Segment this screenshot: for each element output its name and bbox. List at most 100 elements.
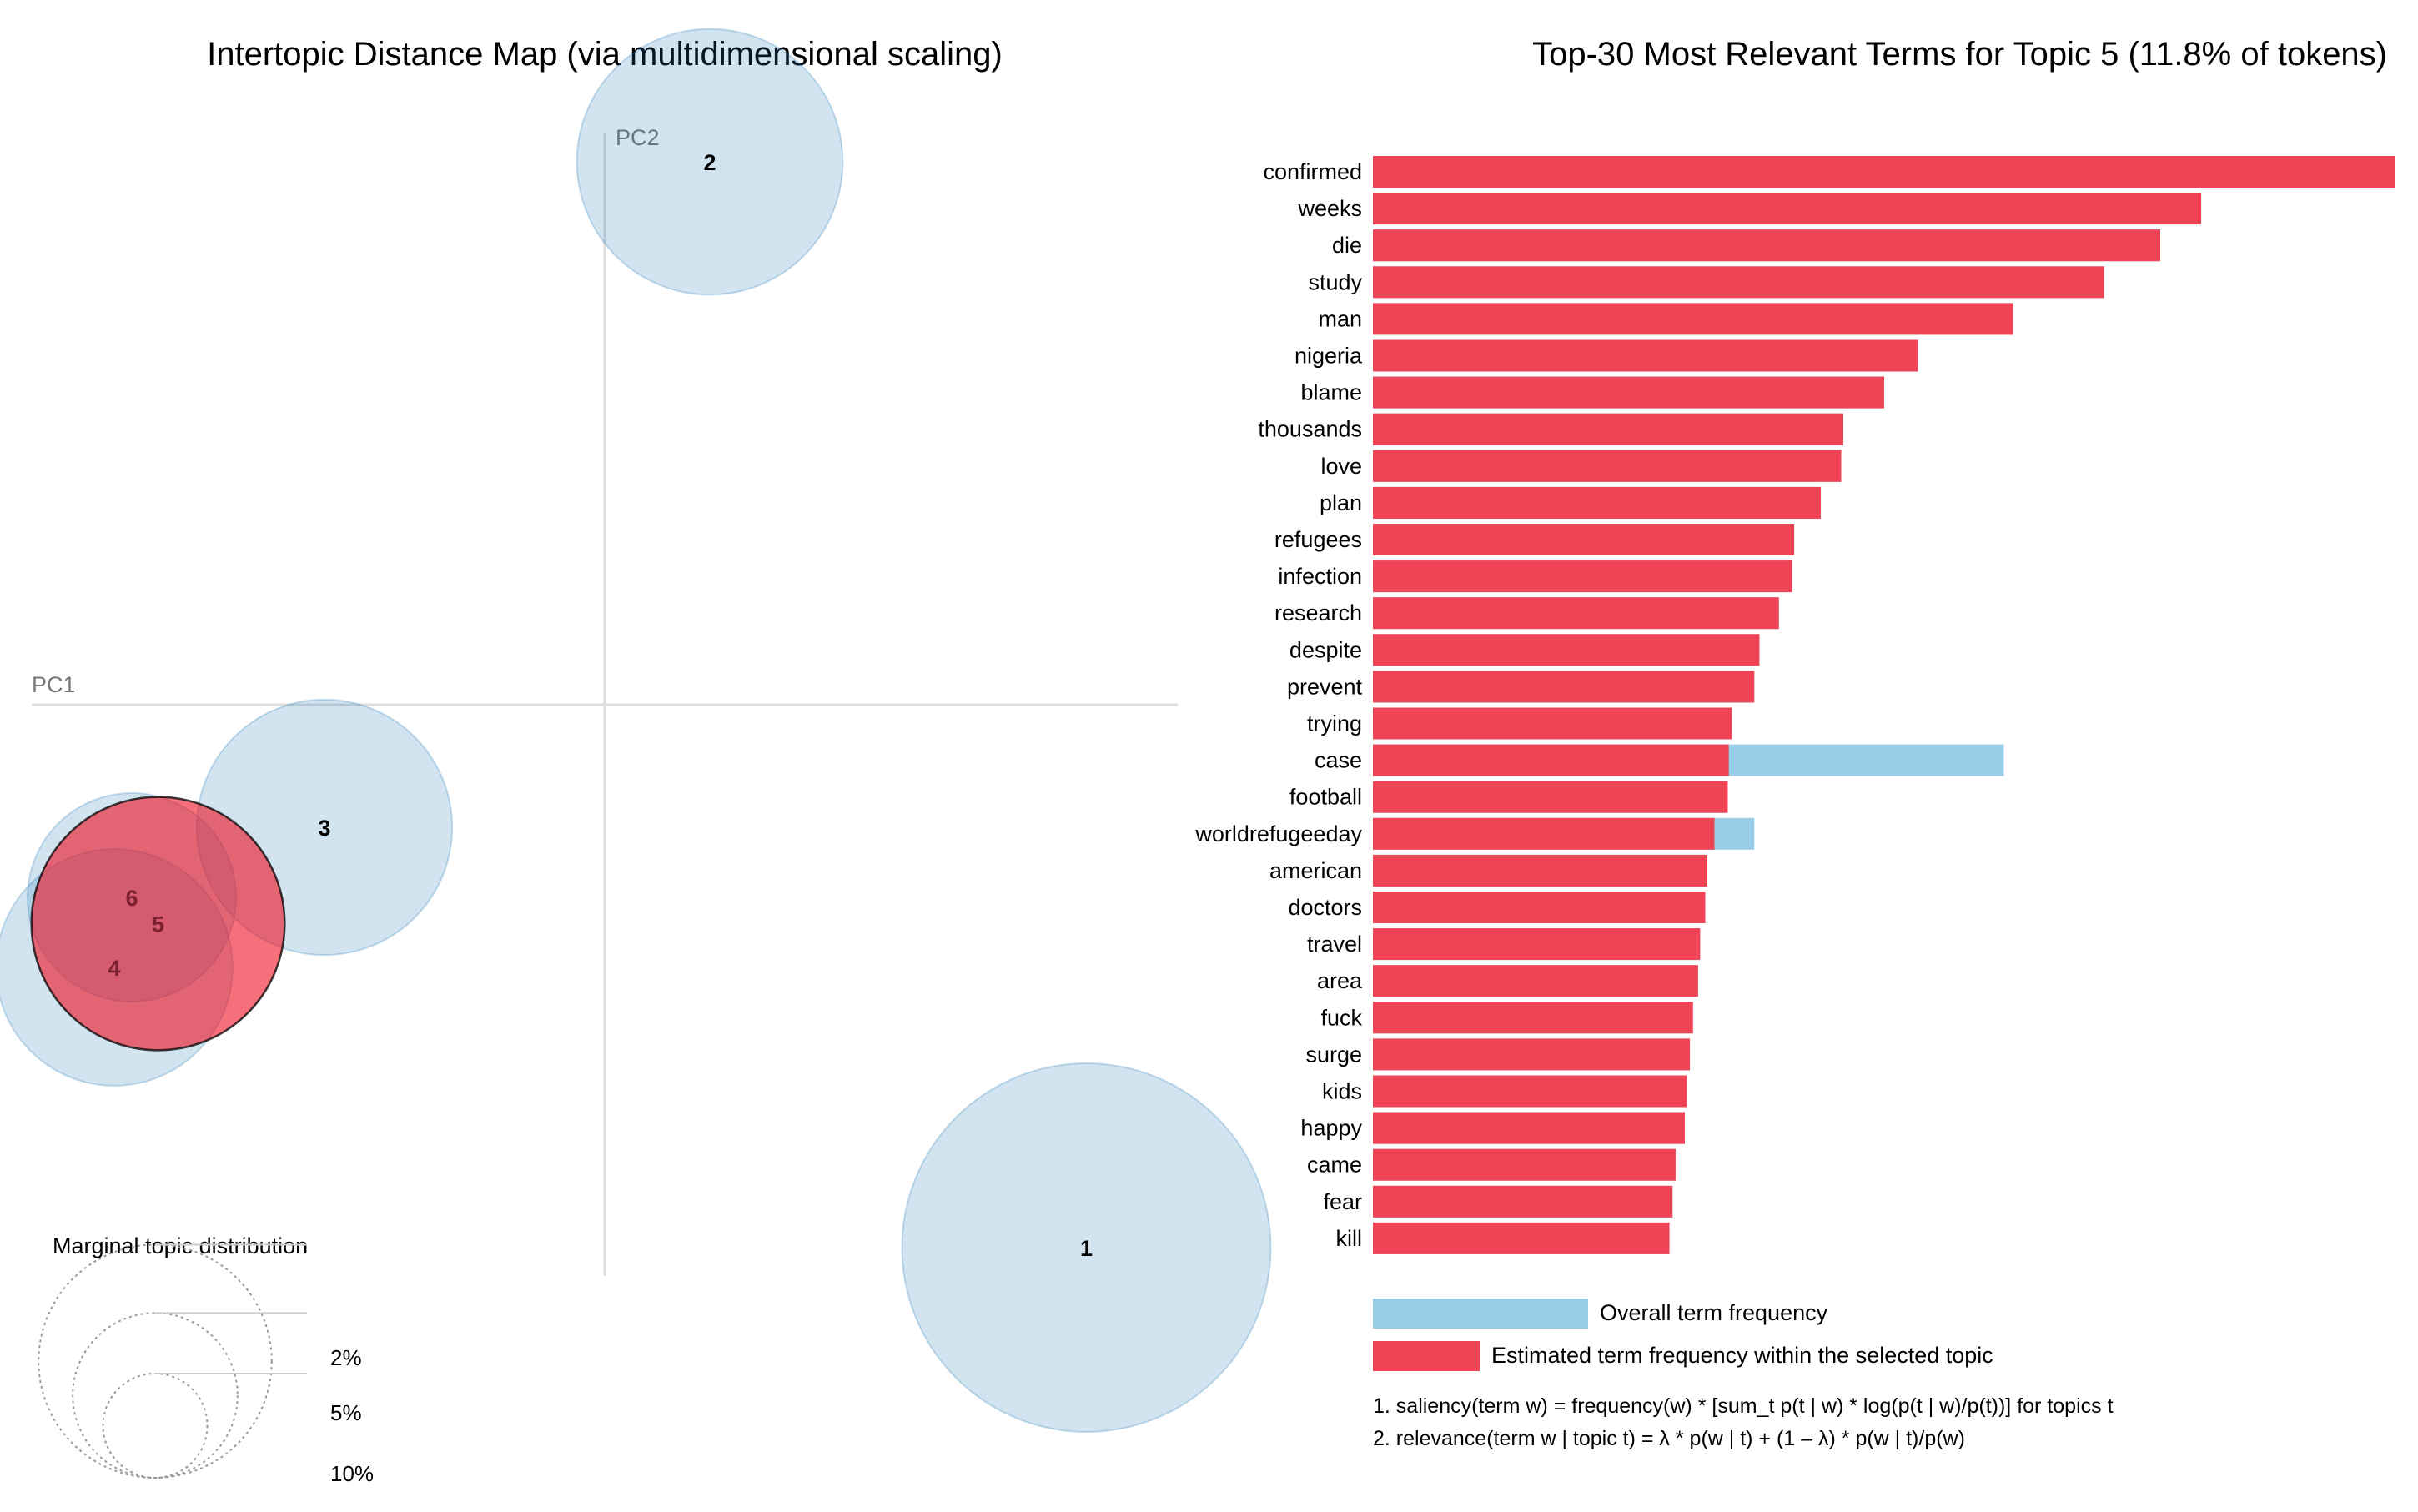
topic-bar-die[interactable]: [1373, 229, 2161, 262]
term-row-study[interactable]: study: [1308, 266, 2104, 299]
term-label-prevent[interactable]: prevent: [1287, 674, 1363, 699]
topic-bar-thousands[interactable]: [1373, 413, 1843, 445]
topic-bar-doctors[interactable]: [1373, 892, 1706, 923]
topic-bar-refugees[interactable]: [1373, 524, 1795, 555]
topic-bar-area[interactable]: [1373, 965, 1698, 997]
term-row-die[interactable]: die: [1332, 229, 2161, 262]
topic-bar-love[interactable]: [1373, 450, 1842, 482]
topic-circle-1[interactable]: [901, 1062, 1272, 1433]
term-row-area[interactable]: area: [1317, 965, 1698, 997]
term-row-travel[interactable]: travel: [1307, 928, 1701, 961]
term-label-study[interactable]: study: [1308, 269, 1362, 294]
term-label-football[interactable]: football: [1289, 785, 1362, 810]
topic-bar-surge[interactable]: [1373, 1038, 1691, 1071]
term-row-worldrefugeeday[interactable]: worldrefugeeday: [1194, 817, 1755, 850]
topic-label-2: 2: [703, 150, 716, 175]
term-row-case[interactable]: case: [1315, 744, 2004, 776]
term-label-american[interactable]: american: [1269, 858, 1362, 883]
term-row-doctors[interactable]: doctors: [1288, 892, 1706, 923]
term-label-die[interactable]: die: [1332, 233, 1362, 258]
topic-bar-prevent[interactable]: [1373, 671, 1755, 703]
term-label-case[interactable]: case: [1315, 748, 1362, 773]
term-label-thousands[interactable]: thousands: [1258, 417, 1362, 442]
term-row-plan[interactable]: plan: [1320, 486, 1821, 519]
term-label-kids[interactable]: kids: [1322, 1079, 1362, 1104]
term-label-trying[interactable]: trying: [1307, 711, 1362, 736]
term-label-refugees[interactable]: refugees: [1274, 527, 1362, 552]
topic-bar-came[interactable]: [1373, 1148, 1676, 1181]
term-row-refugees[interactable]: refugees: [1274, 524, 1795, 555]
term-label-research[interactable]: research: [1274, 600, 1362, 625]
term-label-love[interactable]: love: [1320, 454, 1362, 479]
term-label-nigeria[interactable]: nigeria: [1294, 344, 1363, 369]
topic-bar-kids[interactable]: [1373, 1075, 1687, 1108]
term-label-man[interactable]: man: [1318, 306, 1362, 331]
term-row-research[interactable]: research: [1274, 597, 1779, 630]
topic-bar-kill[interactable]: [1373, 1222, 1670, 1254]
term-row-kids[interactable]: kids: [1322, 1075, 1687, 1108]
topic-bar-man[interactable]: [1373, 303, 2013, 335]
topic-circle-2[interactable]: [576, 28, 844, 296]
term-row-came[interactable]: came: [1307, 1148, 1676, 1181]
term-row-weeks[interactable]: weeks: [1297, 193, 2202, 225]
topic-bar-fear[interactable]: [1373, 1185, 1673, 1218]
term-label-surge[interactable]: surge: [1305, 1042, 1362, 1067]
legend-overall-swatch: [1373, 1299, 1588, 1329]
term-row-prevent[interactable]: prevent: [1287, 671, 1755, 703]
topic-bar-nigeria[interactable]: [1373, 339, 1918, 372]
term-label-area[interactable]: area: [1317, 968, 1363, 993]
intertopic-distance-map: Intertopic Distance Map (via multidimens…: [0, 28, 1272, 1486]
topic-bar-football[interactable]: [1373, 781, 1728, 813]
topic-bar-confirmed[interactable]: [1373, 156, 2395, 188]
marginal-circle-2: [102, 1372, 209, 1479]
term-row-nigeria[interactable]: nigeria: [1294, 339, 1918, 372]
term-row-infection[interactable]: infection: [1278, 560, 1792, 593]
topic-bar-travel[interactable]: [1373, 928, 1701, 961]
topic-bar-american[interactable]: [1373, 854, 1707, 887]
term-row-american[interactable]: american: [1269, 854, 1707, 887]
topic-bar-trying[interactable]: [1373, 707, 1732, 740]
legend-topic-label: Estimated term frequency within the sele…: [1491, 1343, 1993, 1368]
term-row-happy[interactable]: happy: [1300, 1112, 1685, 1144]
term-row-blame[interactable]: blame: [1300, 376, 1884, 409]
term-label-weeks[interactable]: weeks: [1297, 196, 1362, 221]
term-label-came[interactable]: came: [1307, 1153, 1362, 1178]
topic-bar-happy[interactable]: [1373, 1112, 1685, 1144]
term-label-happy[interactable]: happy: [1300, 1116, 1362, 1141]
term-label-kill[interactable]: kill: [1336, 1226, 1363, 1251]
term-row-kill[interactable]: kill: [1336, 1222, 1670, 1254]
topic-bar-blame[interactable]: [1373, 376, 1884, 409]
topic-bar-infection[interactable]: [1373, 560, 1792, 593]
term-row-surge[interactable]: surge: [1305, 1038, 1691, 1071]
topic-circle-5[interactable]: [30, 796, 286, 1052]
term-label-fear[interactable]: fear: [1323, 1189, 1362, 1214]
marginal-label-5: 5%: [330, 1400, 362, 1425]
topic-bar-plan[interactable]: [1373, 486, 1821, 519]
topic-bar-worldrefugeeday[interactable]: [1373, 817, 1715, 850]
topic-bar-research[interactable]: [1373, 597, 1779, 630]
term-label-confirmed[interactable]: confirmed: [1263, 159, 1362, 184]
marginal-label-2: 2%: [330, 1345, 362, 1370]
topic-bar-weeks[interactable]: [1373, 193, 2202, 225]
term-row-football[interactable]: football: [1289, 781, 1728, 813]
term-label-travel[interactable]: travel: [1307, 932, 1362, 957]
topic-bar-fuck[interactable]: [1373, 1002, 1693, 1034]
term-row-man[interactable]: man: [1318, 303, 2013, 335]
term-row-fear[interactable]: fear: [1323, 1185, 1673, 1218]
term-label-infection[interactable]: infection: [1278, 564, 1362, 589]
term-row-trying[interactable]: trying: [1307, 707, 1732, 740]
term-label-doctors[interactable]: doctors: [1288, 895, 1362, 920]
term-row-confirmed[interactable]: confirmed: [1263, 156, 2395, 188]
term-row-love[interactable]: love: [1320, 450, 1842, 482]
term-label-blame[interactable]: blame: [1300, 380, 1362, 405]
term-label-plan[interactable]: plan: [1320, 490, 1362, 515]
term-label-fuck[interactable]: fuck: [1320, 1005, 1362, 1030]
term-row-thousands[interactable]: thousands: [1258, 413, 1843, 445]
term-label-worldrefugeeday[interactable]: worldrefugeeday: [1194, 821, 1362, 846]
topic-bar-despite[interactable]: [1373, 634, 1760, 666]
term-row-despite[interactable]: despite: [1289, 634, 1760, 666]
topic-bar-study[interactable]: [1373, 266, 2104, 299]
topic-bar-case[interactable]: [1373, 744, 1729, 776]
term-row-fuck[interactable]: fuck: [1320, 1002, 1693, 1034]
term-label-despite[interactable]: despite: [1289, 637, 1362, 662]
